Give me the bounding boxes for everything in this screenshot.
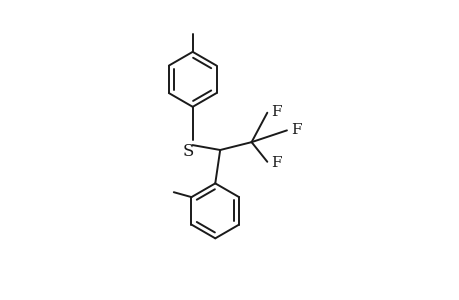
Text: F: F <box>271 156 281 170</box>
Text: F: F <box>290 123 301 137</box>
Text: F: F <box>271 105 281 119</box>
Text: S: S <box>183 143 194 161</box>
